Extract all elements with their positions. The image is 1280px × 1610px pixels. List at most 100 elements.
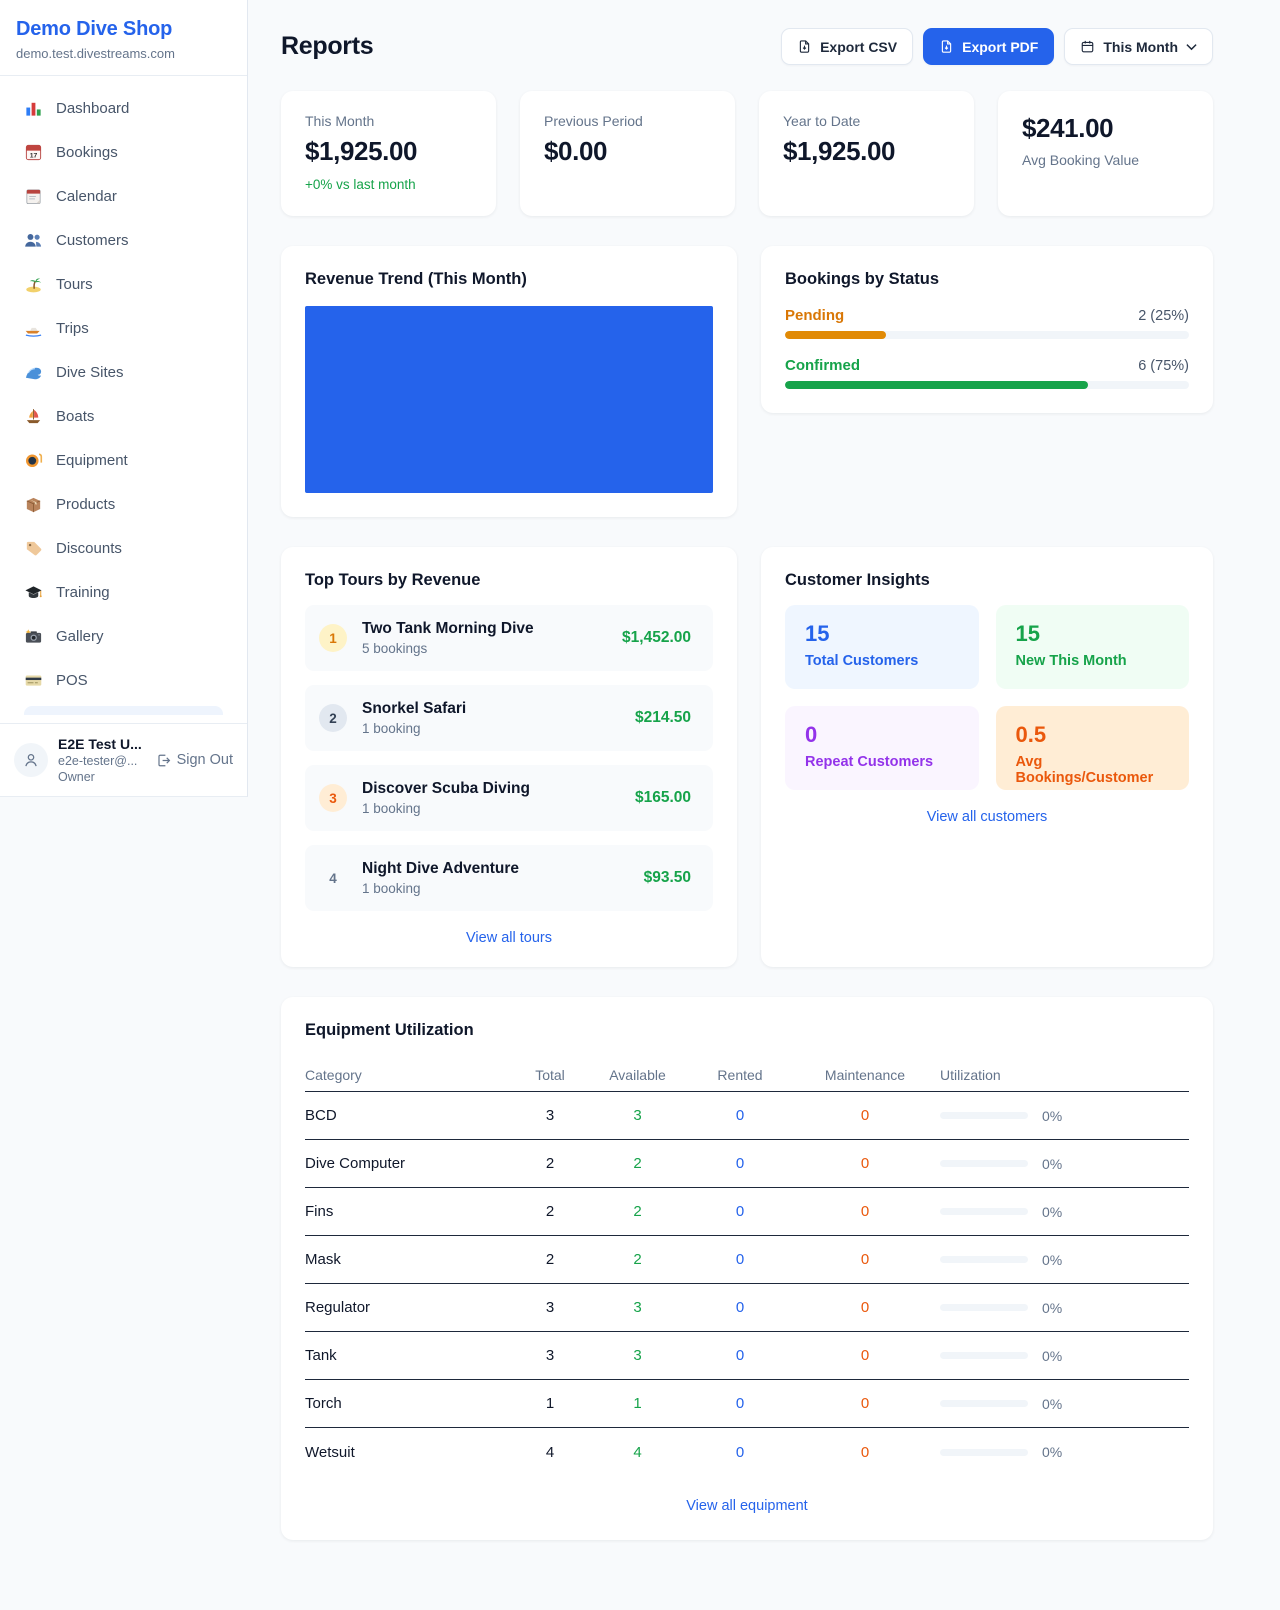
tile-repeat-customers: 0 Repeat Customers [785, 706, 979, 790]
available-cell: 1 [633, 1395, 642, 1412]
tile-new-this-month: 15 New This Month [995, 605, 1189, 689]
export-pdf-button[interactable]: Export PDF [923, 28, 1055, 65]
maintenance-cell: 0 [860, 1347, 870, 1364]
view-all-tours-link[interactable]: View all tours [466, 930, 552, 946]
total-cell: 1 [545, 1395, 555, 1412]
column-header: Category [305, 1066, 362, 1083]
sidebar-item-reports-partial[interactable] [24, 706, 223, 715]
tour-name: Night Dive Adventure [362, 860, 520, 877]
user-name: E2E Test U... [58, 736, 142, 752]
tile-label: Avg Bookings/Customer [1015, 754, 1154, 786]
total-cell: 3 [545, 1347, 555, 1364]
bookings-by-status-title: Bookings by Status [785, 270, 940, 288]
insights-row: Top Tours by Revenue 1 Two Tank Morning … [281, 547, 1213, 967]
package-icon [24, 495, 43, 514]
status-label: Confirmed [785, 357, 860, 374]
sidebar-header: Demo Dive Shop demo.test.divestreams.com [0, 0, 247, 76]
sidebar-user-footer: E2E Test U... e2e-tester@... Owner Sign … [0, 723, 247, 796]
tour-revenue: $1,452.00 [622, 629, 691, 646]
utilization-bar [940, 1304, 1028, 1311]
sidebar-item-equipment[interactable]: Equipment [12, 442, 235, 479]
tour-revenue: $165.00 [634, 789, 691, 806]
user-role: Owner [58, 770, 95, 784]
sidebar-item-training[interactable]: Training [12, 574, 235, 611]
table-row: Tank 3 3 0 0 0% [305, 1332, 1189, 1380]
sidebar-item-gallery[interactable]: Gallery [12, 618, 235, 655]
tour-row[interactable]: 3 Discover Scuba Diving 1 booking $165.0… [305, 765, 713, 831]
sign-out-button[interactable]: Sign Out [156, 752, 233, 768]
utilization-bar [940, 1448, 1028, 1456]
maintenance-cell: 0 [860, 1395, 870, 1412]
sidebar-item-label: Equipment [56, 452, 128, 469]
maintenance-cell: 0 [860, 1251, 870, 1268]
total-cell: 2 [545, 1203, 555, 1220]
tile-value: 0 [805, 722, 818, 747]
tour-row[interactable]: 2 Snorkel Safari 1 booking $214.50 [305, 685, 713, 751]
tour-row[interactable]: 4 Night Dive Adventure 1 booking $93.50 [305, 845, 713, 911]
camera-icon [24, 627, 43, 646]
utilization-bar [940, 1112, 1028, 1119]
table-row: Regulator 3 3 0 0 0% [305, 1284, 1189, 1332]
revenue-trend-chart [305, 306, 713, 493]
sidebar-item-dashboard[interactable]: Dashboard [12, 90, 235, 127]
sidebar-item-trips[interactable]: Trips [12, 310, 235, 347]
speedboat-icon [24, 319, 43, 338]
sidebar-item-discounts[interactable]: Discounts [12, 530, 235, 567]
equipment-table: Category Total Available Rented Maintena… [305, 1058, 1189, 1476]
sidebar-item-label: Discounts [56, 540, 122, 557]
utilization-percent: 0% [1042, 1347, 1063, 1364]
tour-name: Discover Scuba Diving [362, 780, 530, 797]
total-cell: 3 [545, 1299, 555, 1316]
sidebar-item-pos[interactable]: POS [12, 662, 235, 699]
available-cell: 4 [633, 1443, 642, 1461]
people-icon [24, 231, 43, 250]
stat-value: $1,925.00 [305, 136, 418, 166]
maintenance-cell: 0 [860, 1443, 870, 1461]
category-cell: Wetsuit [305, 1443, 355, 1461]
sidebar-item-label: POS [56, 672, 88, 689]
category-cell: Regulator [305, 1299, 371, 1316]
sidebar-item-products[interactable]: Products [12, 486, 235, 523]
period-dropdown[interactable]: This Month [1064, 28, 1213, 65]
page-title: Reports [281, 32, 374, 60]
user-info: E2E Test U... e2e-tester@... Owner [58, 736, 146, 784]
column-header: Utilization [940, 1066, 1001, 1083]
sidebar-item-bookings[interactable]: 17 Bookings [12, 134, 235, 171]
sidebar-item-dive-sites[interactable]: Dive Sites [12, 354, 235, 391]
utilization-percent: 0% [1042, 1107, 1063, 1124]
rented-cell: 0 [735, 1155, 745, 1172]
tile-label: New This Month [1015, 653, 1127, 669]
utilization-cell: 0% [940, 1348, 1189, 1364]
export-csv-button[interactable]: Export CSV [781, 28, 914, 65]
sidebar-item-calendar[interactable]: Calendar [12, 178, 235, 215]
tile-value: 15 [1015, 621, 1040, 646]
utilization-percent: 0% [1042, 1299, 1063, 1316]
stat-label: Year to Date [783, 113, 861, 129]
sidebar-nav: Dashboard 17 Bookings Calendar Customers… [0, 76, 247, 723]
sidebar-item-customers[interactable]: Customers [12, 222, 235, 259]
stat-value: $0.00 [544, 136, 608, 166]
wave-icon [24, 363, 43, 382]
progress-fill [785, 381, 1088, 389]
view-all-customers-link[interactable]: View all customers [926, 809, 1048, 825]
stat-card-previous-period: Previous Period $0.00 [520, 91, 735, 216]
stat-card-year-to-date: Year to Date $1,925.00 [759, 91, 974, 216]
rank-badge: 4 [329, 870, 337, 886]
progress-fill [785, 331, 886, 339]
bar-chart-icon [24, 99, 43, 118]
column-header: Rented [717, 1066, 763, 1083]
file-download-icon [799, 40, 810, 53]
tour-revenue: $214.50 [634, 709, 691, 726]
dive-mask-icon [24, 451, 43, 470]
rented-cell: 0 [735, 1203, 745, 1220]
sidebar-item-tours[interactable]: Tours [12, 266, 235, 303]
sidebar-item-boats[interactable]: Boats [12, 398, 235, 435]
view-all-equipment-link[interactable]: View all equipment [686, 1498, 808, 1514]
tour-row[interactable]: 1 Two Tank Morning Dive 5 bookings $1,45… [305, 605, 713, 671]
tile-label: Repeat Customers [805, 754, 934, 770]
rented-cell: 0 [735, 1107, 745, 1124]
shop-name-link[interactable]: Demo Dive Shop [16, 18, 173, 40]
category-cell: Dive Computer [305, 1155, 406, 1172]
utilization-bar [940, 1352, 1028, 1359]
tag-icon [24, 539, 43, 558]
